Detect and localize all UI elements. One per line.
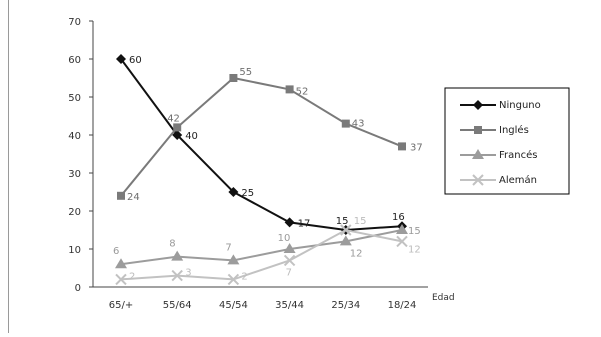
x-marker-stroke [115, 273, 127, 286]
data-point [284, 217, 295, 228]
series-inglés [117, 74, 406, 200]
y-tick-label: 30 [68, 169, 81, 180]
data-label: 25 [241, 188, 254, 199]
x-marker-stroke [396, 235, 408, 248]
data-point [283, 254, 296, 267]
data-point [227, 273, 240, 286]
y-tick-label: 40 [68, 131, 81, 142]
data-point [340, 224, 352, 236]
data-point [228, 187, 239, 197]
data-point [115, 273, 127, 286]
data-point [115, 258, 127, 269]
x-marker-stroke [340, 224, 352, 236]
data-point [172, 130, 183, 140]
data-label: 52 [296, 86, 309, 97]
legend-label: Francés [499, 149, 537, 161]
data-point [285, 85, 294, 94]
chart-legend: Ninguno Inglés Francés Alemán [444, 87, 570, 195]
legend-marker [474, 126, 482, 134]
chart-axes: 0 10 20 30 40 50 60 70 65/+ 55/64 45/54 35/44 25/34 1… [68, 17, 454, 311]
data-point [229, 74, 238, 82]
legend-label: Ninguno [499, 100, 541, 111]
series-francés [115, 224, 408, 269]
data-label: 15 [336, 216, 349, 227]
legend-label: Inglés [499, 124, 529, 136]
data-label: 42 [167, 113, 180, 124]
y-tick-label: 20 [68, 207, 81, 218]
data-point [283, 243, 296, 253]
x-tick-label: 45/54 [219, 300, 248, 311]
x-axis-label: Edad [432, 293, 455, 303]
data-label: 43 [352, 119, 365, 130]
y-tick-label: 60 [68, 55, 81, 66]
data-label: 55 [239, 67, 252, 78]
data-label: 12 [408, 244, 421, 255]
x-marker-stroke [472, 174, 484, 186]
series-ninguno [116, 54, 407, 235]
data-point [396, 235, 408, 248]
data-label: 15 [354, 216, 367, 227]
series-line [120, 58, 403, 232]
x-tick-label: 25/34 [331, 300, 360, 311]
series-line [120, 229, 403, 266]
data-label: 10 [278, 233, 291, 244]
x-tick-label: 65/+ [109, 300, 133, 311]
data-label: 8 [169, 239, 175, 250]
data-label: 15 [408, 226, 421, 237]
data-point [116, 54, 126, 64]
x-tick-label: 35/44 [275, 300, 304, 311]
legend-label: Alemán [499, 174, 537, 186]
data-point [339, 235, 352, 246]
data-label: 7 [286, 267, 292, 278]
data-label: 12 [350, 248, 363, 259]
series-line [120, 76, 403, 197]
y-tick-label: 50 [68, 93, 81, 104]
data-label: 60 [129, 55, 142, 66]
data-label: 24 [127, 192, 140, 203]
legend-entry: Ninguno [460, 100, 541, 111]
data-point [171, 269, 183, 282]
legend-marker [472, 174, 484, 186]
series-line [120, 228, 403, 281]
data-label: 2 [241, 271, 247, 282]
data-point [396, 224, 408, 234]
data-label: 6 [113, 246, 119, 257]
legend-entry: Inglés [460, 124, 529, 136]
x-tick-label: 55/64 [163, 300, 192, 311]
x-marker-stroke [283, 254, 296, 267]
data-label: 37 [410, 142, 423, 153]
data-point [227, 254, 240, 265]
data-label: 17 [298, 218, 311, 229]
data-label: 3 [185, 268, 191, 279]
data-point [171, 250, 184, 261]
data-label: 7 [225, 242, 231, 253]
data-point [341, 119, 350, 128]
x-tick-label: 18/24 [388, 300, 417, 311]
y-tick-label: 70 [68, 17, 81, 28]
data-point [398, 142, 406, 151]
data-label: 2 [129, 271, 135, 282]
legend-entry: Francés [460, 149, 537, 161]
legend-marker [473, 100, 483, 110]
x-marker-stroke [227, 273, 240, 286]
data-point [173, 123, 182, 132]
x-marker-stroke [171, 269, 183, 282]
series-alemán [115, 224, 408, 286]
y-tick-label: 0 [75, 283, 81, 294]
data-label: 16 [392, 212, 405, 223]
legend-entry: Alemán [460, 174, 537, 186]
y-tick-label: 10 [68, 245, 81, 256]
series-layer [115, 54, 408, 286]
data-label: 40 [185, 131, 198, 142]
legend-marker [472, 149, 484, 159]
data-point [117, 191, 125, 200]
left-border-line [8, 0, 9, 333]
